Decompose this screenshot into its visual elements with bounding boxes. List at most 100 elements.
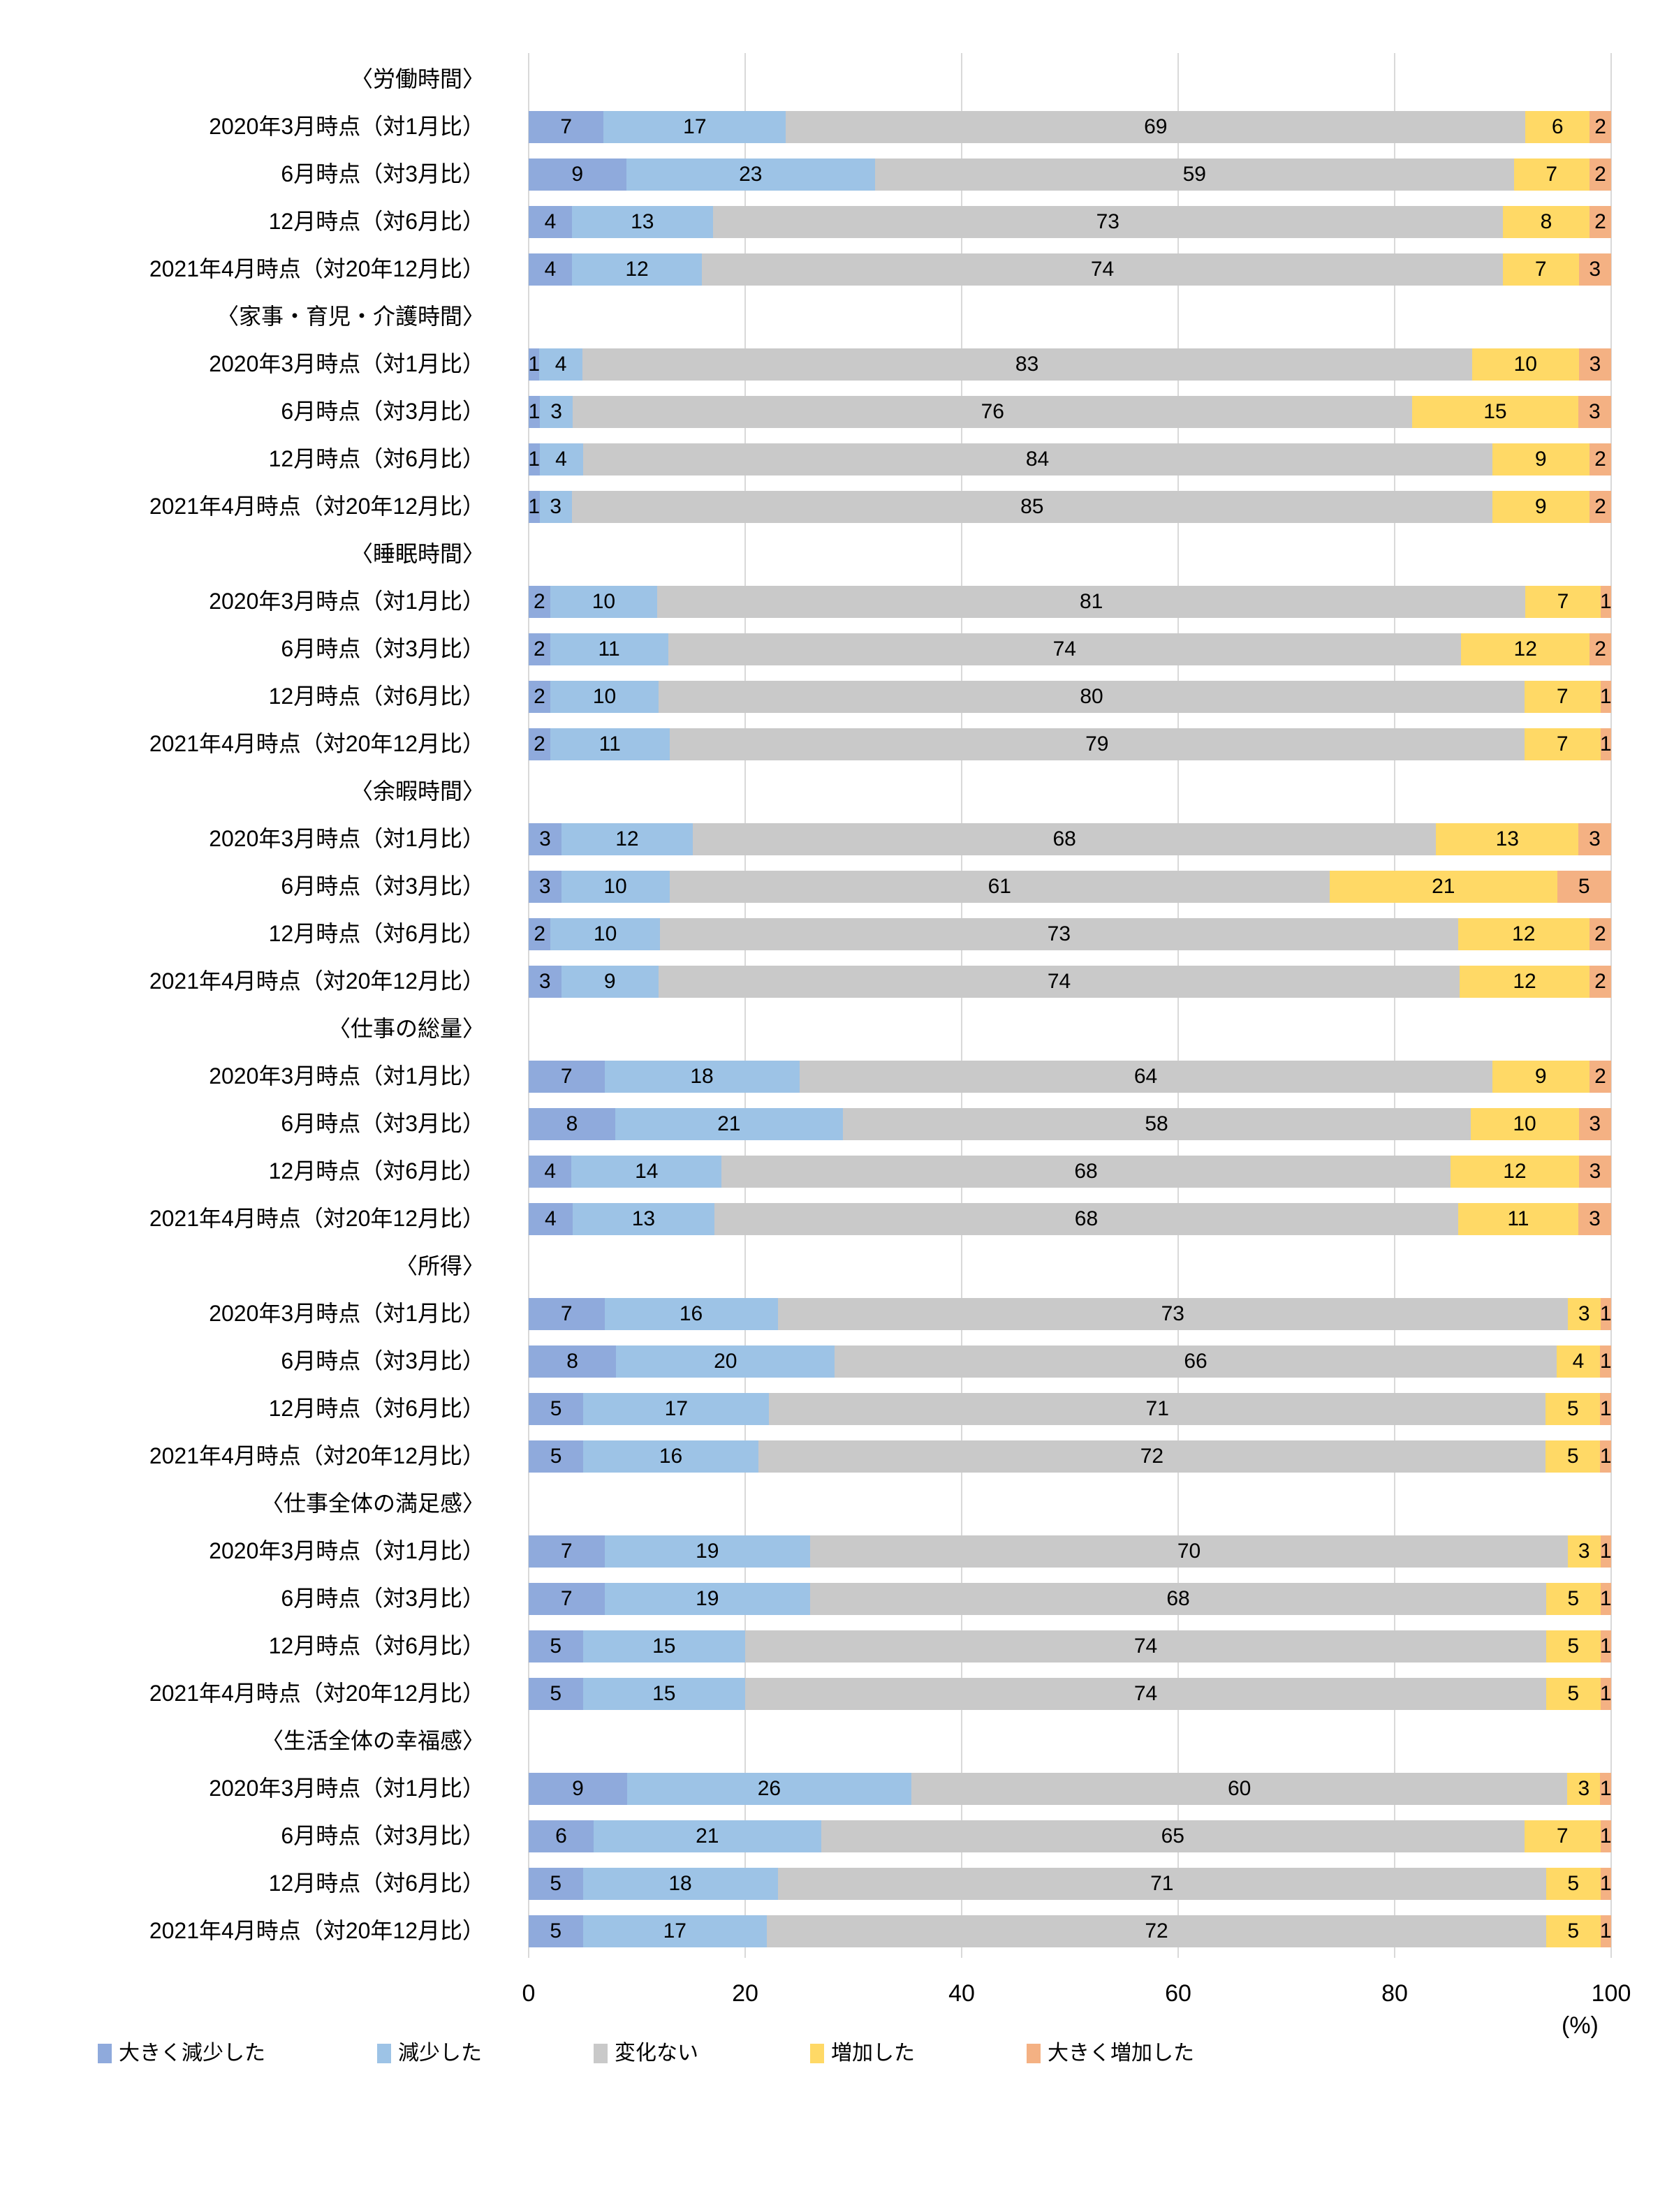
- group-header-row: 〈睡眠時間〉: [0, 531, 1674, 578]
- segment-value: 2: [534, 922, 545, 945]
- bar-row: 12月時点（対6月比） 5 17 71 5 1: [0, 1385, 1674, 1433]
- bar-segment-3: 5: [1546, 1678, 1601, 1710]
- bar-segment-1: 23: [626, 158, 875, 191]
- segment-value: 2: [1594, 115, 1606, 138]
- stacked-bar: 5 15 74 5 1: [529, 1678, 1612, 1710]
- segment-value: 2: [1594, 1065, 1606, 1088]
- bar-segment-4: 1: [1600, 1820, 1612, 1852]
- segment-value: 4: [544, 1160, 557, 1183]
- group-header-row: 〈仕事全体の満足感〉: [0, 1480, 1674, 1528]
- bar-segment-2: 70: [810, 1535, 1568, 1568]
- stacked-bar: 7 17 69 6 2: [529, 111, 1611, 143]
- segment-value: 1: [528, 495, 541, 518]
- x-axis-tick-label: 60: [1165, 1980, 1191, 2007]
- group-title: 〈所得〉: [395, 1253, 485, 1279]
- bar-segment-3: 7: [1513, 158, 1589, 191]
- segment-value: 5: [1566, 1397, 1579, 1420]
- group-title: 〈労働時間〉: [350, 66, 485, 92]
- segment-value: 64: [1133, 1065, 1158, 1088]
- bar-track: 7 19 70 3 1: [529, 1535, 1612, 1568]
- segment-value: 11: [1507, 1207, 1529, 1230]
- bar-segment-2: 80: [659, 681, 1525, 713]
- segment-value: 72: [1140, 1445, 1164, 1468]
- row-label: 12月時点（対6月比）: [268, 446, 485, 472]
- bar-row: 12月時点（対6月比） 2 10 80 7 1: [0, 673, 1674, 721]
- bar-segment-0: 7: [529, 1298, 605, 1330]
- segment-value: 5: [1567, 1682, 1580, 1705]
- segment-value: 12: [1513, 970, 1536, 993]
- bar-segment-3: 5: [1546, 1868, 1601, 1900]
- bar-segment-0: 9: [529, 1773, 627, 1805]
- bar-segment-3: 7: [1525, 681, 1601, 713]
- bar-segment-0: 2: [529, 633, 550, 665]
- segment-value: 9: [571, 163, 584, 186]
- segment-value: 1: [1599, 1540, 1612, 1563]
- legend-item: 大きく増加した: [1027, 2043, 1194, 2064]
- segment-value: 26: [757, 1777, 781, 1800]
- segment-value: 3: [1589, 1207, 1601, 1230]
- legend-color-swatch: [98, 2044, 112, 2063]
- row-label: 2020年3月時点（対1月比）: [209, 589, 485, 614]
- bar-segment-1: 10: [561, 871, 670, 903]
- bar-segment-1: 21: [594, 1820, 821, 1852]
- row-label: 6月時点（対3月比）: [281, 399, 485, 425]
- bar-row: 6月時点（対3月比） 7 19 68 5 1: [0, 1575, 1674, 1623]
- segment-value: 10: [1513, 1112, 1536, 1135]
- bar-track: 8 20 66 4 1: [529, 1345, 1612, 1378]
- bar-segment-2: 84: [582, 443, 1492, 475]
- bar-track: 5 16 72 5 1: [529, 1440, 1612, 1473]
- segment-value: 9: [1534, 448, 1547, 471]
- row-label: 6月時点（対3月比）: [281, 1348, 485, 1374]
- segment-value: 2: [1594, 448, 1606, 471]
- bar-track: 5 17 72 5 1: [529, 1915, 1612, 1947]
- bar-track: 2 10 73 12 2: [529, 918, 1611, 950]
- legend-label: 増加した: [831, 2042, 915, 2065]
- stacked-bar: 4 14 68 12 3: [529, 1156, 1611, 1188]
- bar-track: 7 19 68 5 1: [529, 1583, 1612, 1615]
- legend-label: 大きく減少した: [119, 2042, 265, 2065]
- segment-value: 74: [1052, 637, 1076, 661]
- segment-value: 11: [598, 637, 620, 661]
- segment-value: 2: [534, 590, 545, 613]
- stacked-bar: 5 17 71 5 1: [529, 1393, 1612, 1425]
- stacked-bar: 6 21 65 7 1: [529, 1820, 1612, 1852]
- bar-segment-3: 7: [1525, 728, 1601, 760]
- bar-segment-3: 7: [1503, 253, 1579, 286]
- bar-segment-1: 16: [604, 1298, 778, 1330]
- segment-value: 2: [1594, 637, 1606, 661]
- segment-value: 7: [1545, 163, 1558, 186]
- segment-value: 3: [1578, 1540, 1590, 1563]
- bar-segment-1: 14: [571, 1156, 722, 1188]
- bar-segment-0: 3: [529, 966, 561, 998]
- bar-segment-3: 3: [1568, 1298, 1601, 1330]
- bar-row: 6月時点（対3月比） 9 23 59 7 2: [0, 151, 1674, 198]
- bar-row: 6月時点（対3月比） 1 3 76 15 3: [0, 388, 1674, 436]
- bar-segment-1: 21: [615, 1108, 843, 1140]
- group-title: 〈睡眠時間〉: [350, 541, 485, 567]
- group-header-row: 〈労働時間〉: [0, 56, 1674, 103]
- bar-segment-1: 11: [550, 728, 670, 760]
- segment-value: 1: [1599, 1635, 1612, 1658]
- group-title: 〈仕事の総量〉: [328, 1016, 485, 1042]
- bar-segment-0: 8: [529, 1345, 617, 1378]
- segment-value: 10: [592, 590, 616, 613]
- bar-segment-4: 2: [1589, 158, 1611, 191]
- bar-segment-4: 1: [1600, 1678, 1612, 1710]
- segment-value: 5: [550, 1872, 562, 1895]
- row-label: 6月時点（対3月比）: [281, 161, 485, 187]
- bar-segment-3: 5: [1545, 1440, 1601, 1473]
- segment-value: 2: [1594, 163, 1606, 186]
- x-axis-tick-label: 80: [1381, 1980, 1408, 2007]
- segment-value: 10: [593, 922, 617, 945]
- bar-segment-3: 8: [1503, 206, 1589, 238]
- stacked-bar: 1 4 83 10 3: [528, 348, 1612, 381]
- segment-value: 12: [1503, 1160, 1527, 1183]
- segment-value: 3: [538, 970, 551, 993]
- bar-segment-3: 5: [1546, 1583, 1601, 1615]
- bar-segment-0: 1: [529, 396, 540, 428]
- bar-segment-1: 11: [550, 633, 668, 665]
- segment-value: 2: [534, 637, 545, 661]
- bar-segment-0: 2: [529, 728, 550, 760]
- segment-value: 68: [1166, 1587, 1190, 1610]
